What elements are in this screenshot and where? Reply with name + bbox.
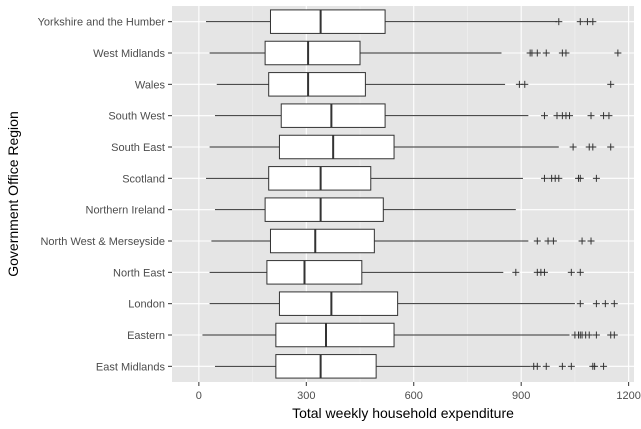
- y-tick-label: London: [128, 299, 165, 311]
- outlier-point: [607, 143, 615, 151]
- outlier-point: [555, 174, 563, 182]
- outlier-point: [607, 80, 615, 88]
- y-axis-title: Government Office Region: [5, 111, 21, 277]
- outlier-point: [576, 174, 584, 182]
- outlier-point: [605, 112, 613, 120]
- y-tick-label: North West & Merseyside: [40, 236, 165, 248]
- y-tick-label: Eastern: [127, 330, 165, 342]
- outlier-point: [614, 49, 622, 57]
- y-tick-label: West Midlands: [93, 48, 165, 60]
- x-axis-title: Total weekly household expenditure: [292, 405, 514, 421]
- outlier-point: [555, 18, 563, 26]
- box-group: [209, 40, 622, 66]
- outlier-point: [533, 237, 541, 245]
- outlier-point: [576, 300, 584, 308]
- outlier-point: [592, 300, 600, 308]
- box-group: [216, 72, 615, 97]
- box-iqr: [268, 72, 366, 97]
- y-axis-ticks: Yorkshire and the Humber West Midlands Wal…: [38, 17, 172, 373]
- box-iqr: [264, 40, 361, 66]
- minor-gridlines: [252, 6, 576, 382]
- x-tick-label: 1200: [616, 390, 640, 402]
- box-group: [214, 197, 516, 222]
- outlier-point: [540, 112, 548, 120]
- outlier-point: [578, 237, 586, 245]
- box-iqr: [266, 260, 363, 285]
- y-tick-label: Scotland: [122, 173, 165, 185]
- box-iqr: [278, 291, 399, 316]
- x-tick-label: 600: [405, 390, 423, 402]
- box-iqr: [278, 134, 395, 160]
- box-iqr: [269, 228, 375, 254]
- outlier-point: [587, 112, 595, 120]
- outlier-point: [601, 300, 609, 308]
- box-iqr: [264, 197, 384, 222]
- outlier-point: [610, 300, 618, 308]
- y-tick-label: East Midlands: [96, 361, 166, 373]
- box-group: [211, 228, 595, 254]
- box-iqr: [280, 103, 386, 128]
- x-axis-ticks: 0 300 600 900 1200: [196, 382, 641, 402]
- outlier-point: [566, 112, 574, 120]
- outlier-point: [533, 362, 541, 370]
- outlier-point: [549, 237, 557, 245]
- box-iqr: [275, 354, 377, 379]
- outlier-point: [558, 362, 566, 370]
- outlier-point: [591, 362, 599, 370]
- outlier-point: [540, 174, 548, 182]
- y-tick-label: Wales: [135, 79, 166, 91]
- y-tick-label: Yorkshire and the Humber: [38, 17, 166, 29]
- outlier-point: [540, 268, 548, 276]
- outlier-point: [562, 49, 570, 57]
- boxes-layer: [202, 9, 622, 379]
- box-group: [214, 103, 613, 128]
- box-group: [209, 291, 618, 316]
- outlier-point: [587, 237, 595, 245]
- outlier-point: [592, 331, 600, 339]
- outlier-point: [589, 143, 597, 151]
- panel-background: [172, 6, 634, 382]
- outlier-point: [585, 331, 593, 339]
- outlier-point: [567, 362, 575, 370]
- box-group: [209, 260, 584, 285]
- outlier-point: [533, 49, 541, 57]
- outlier-point: [567, 268, 575, 276]
- x-tick-label: 300: [297, 390, 315, 402]
- outlier-point: [592, 174, 600, 182]
- box-iqr: [275, 322, 395, 348]
- x-tick-label: 900: [512, 390, 530, 402]
- box-group: [206, 166, 600, 191]
- box-group: [206, 9, 597, 34]
- x-tick-label: 0: [196, 390, 202, 402]
- outlier-point: [512, 268, 520, 276]
- outlier-point: [521, 80, 529, 88]
- outlier-point: [576, 268, 584, 276]
- outlier-point: [600, 362, 608, 370]
- outlier-point: [542, 362, 550, 370]
- outlier-point: [576, 18, 584, 26]
- outlier-point: [542, 49, 550, 57]
- y-tick-label: North East: [113, 267, 165, 279]
- outlier-point: [569, 143, 577, 151]
- y-tick-label: South West: [108, 111, 165, 123]
- box-iqr: [269, 9, 386, 34]
- outlier-point: [589, 18, 597, 26]
- outlier-point: [610, 331, 618, 339]
- y-tick-label: Northern Ireland: [86, 205, 166, 217]
- y-tick-label: South East: [111, 142, 165, 154]
- box-group: [214, 354, 608, 379]
- box-group: [209, 134, 615, 160]
- box-group: [202, 322, 618, 348]
